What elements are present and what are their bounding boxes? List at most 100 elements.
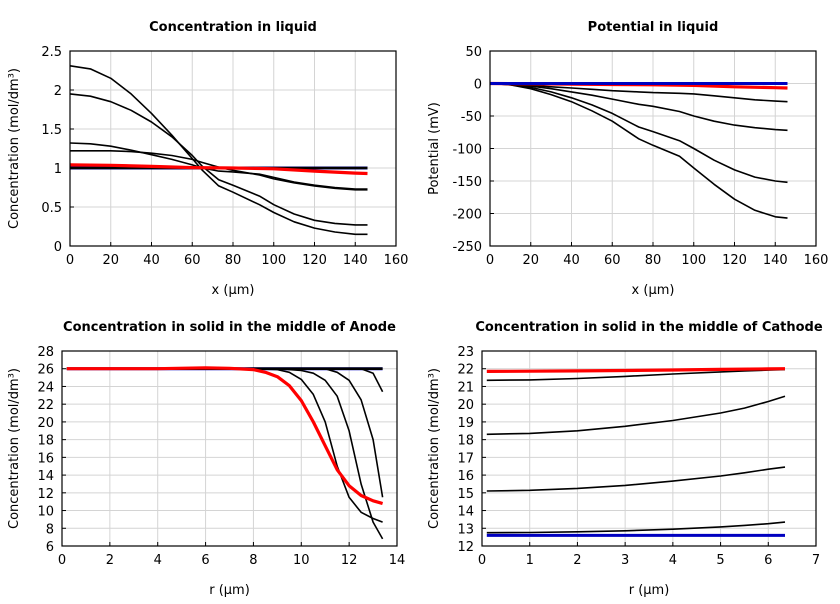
chart-title: Concentration in liquid (149, 20, 317, 35)
x-tick-label: 120 (722, 253, 747, 268)
y-tick-label: 20 (37, 416, 54, 431)
x-tick-label: 160 (384, 253, 409, 268)
series-line (66, 366, 384, 506)
y-axis-label: Potential (mV) (427, 102, 442, 195)
y-tick-label: 16 (37, 451, 54, 466)
series-line (486, 466, 786, 492)
y-tick-label: 28 (37, 345, 54, 360)
y-tick-label: 1.5 (41, 123, 62, 138)
x-tick-label: 4 (669, 553, 677, 568)
y-tick-label: 0.5 (41, 201, 62, 216)
y-tick-label: -250 (452, 240, 482, 255)
x-tick-label: 6 (201, 553, 209, 568)
y-axis-label: Concentration (mol/dm³) (427, 368, 442, 529)
y-tick-label: 13 (457, 522, 474, 537)
x-tick-label: 10 (293, 553, 310, 568)
x-tick-label: 140 (343, 253, 368, 268)
y-tick-label: -100 (452, 143, 482, 158)
series-line (70, 163, 368, 176)
y-tick-label: 22 (37, 398, 54, 413)
x-tick-label: 40 (563, 253, 580, 268)
x-tick-label: 120 (302, 253, 327, 268)
x-tick-label: 4 (154, 553, 162, 568)
series-line (486, 521, 786, 534)
x-axis-label: r (µm) (209, 583, 250, 598)
x-axis-label: x (µm) (632, 283, 675, 298)
series-line (486, 395, 786, 436)
x-tick-label: 14 (389, 553, 406, 568)
x-tick-label: 5 (716, 553, 724, 568)
y-tick-label: -150 (452, 175, 482, 190)
y-tick-label: 10 (37, 505, 54, 520)
series-line (486, 367, 786, 373)
x-tick-label: 20 (102, 253, 119, 268)
y-tick-label: -50 (461, 110, 482, 125)
series-line (66, 367, 384, 540)
x-axis-label: r (µm) (629, 583, 670, 598)
y-tick-label: 12 (37, 487, 54, 502)
chart-title: Potential in liquid (588, 20, 719, 35)
x-tick-label: 80 (225, 253, 242, 268)
x-tick-label: 100 (261, 253, 286, 268)
y-tick-label: 14 (457, 505, 474, 520)
series-line (490, 82, 788, 219)
y-tick-label: 20 (457, 398, 474, 413)
y-tick-label: 26 (37, 363, 54, 378)
x-tick-label: 8 (249, 553, 257, 568)
series-line (66, 367, 384, 498)
y-tick-label: 19 (457, 416, 474, 431)
chart-panel: 0 20 40 60 80 100 120 140 160 0 0.5 1 1.5 2 2.5 Concent… (7, 20, 408, 298)
y-tick-label: 14 (37, 469, 54, 484)
x-tick-label: 140 (763, 253, 788, 268)
y-tick-label: 23 (457, 345, 474, 360)
y-tick-label: 12 (457, 540, 474, 555)
y-tick-label: 24 (37, 380, 54, 395)
y-tick-label: 18 (37, 434, 54, 449)
chart-panel: 0 2 4 6 8 10 12 146810121416182022242628Concent… (7, 320, 405, 598)
y-tick-label: 6 (46, 540, 54, 555)
x-tick-label: 60 (604, 253, 621, 268)
series-line (66, 367, 383, 523)
y-axis-label: Concentration (mol/dm³) (7, 68, 22, 229)
series-line (70, 93, 368, 226)
y-tick-label: 15 (457, 487, 474, 502)
x-tick-label: 40 (143, 253, 160, 268)
chart-title: Concentration in solid in the middle of … (475, 320, 823, 335)
plot-frame (61, 350, 398, 547)
x-tick-label: 12 (341, 553, 358, 568)
x-tick-label: 0 (58, 553, 66, 568)
x-axis-label: x (µm) (212, 283, 255, 298)
y-tick-label: 16 (457, 469, 474, 484)
y-tick-label: 2.5 (41, 45, 62, 60)
chart-panel: 0 20 40 60 80 100 120 140 160 -250 -200 -150 -100 -50… (427, 20, 828, 298)
y-tick-label: 0 (54, 240, 62, 255)
series-line (490, 82, 788, 184)
plot-frame (489, 50, 817, 247)
y-tick-label: 50 (465, 45, 482, 60)
y-tick-label: 1 (54, 162, 62, 177)
y-tick-label: -200 (452, 208, 482, 223)
x-tick-label: 0 (486, 253, 494, 268)
x-tick-label: 100 (681, 253, 706, 268)
x-tick-label: 60 (184, 253, 201, 268)
x-tick-label: 2 (106, 553, 114, 568)
y-tick-label: 17 (457, 451, 474, 466)
x-tick-label: 80 (645, 253, 662, 268)
y-tick-label: 22 (457, 363, 474, 378)
series-line (490, 82, 788, 132)
x-tick-label: 0 (478, 553, 486, 568)
x-tick-label: 1 (526, 553, 534, 568)
y-tick-label: 8 (46, 522, 54, 537)
x-tick-label: 160 (804, 253, 829, 268)
series-line (70, 65, 368, 236)
x-tick-label: 0 (66, 253, 74, 268)
chart-panel: 0 1 2 3 4 5 6 7121314151617181920212223Concentr… (427, 320, 823, 598)
x-tick-label: 7 (812, 553, 820, 568)
chart-title: Concentration in solid in the middle of … (63, 320, 396, 335)
plot-frame (481, 350, 817, 547)
y-axis-label: Concentration (mol/dm³) (7, 368, 22, 529)
plot-frame (69, 50, 397, 247)
x-tick-label: 6 (764, 553, 772, 568)
x-tick-label: 20 (522, 253, 539, 268)
